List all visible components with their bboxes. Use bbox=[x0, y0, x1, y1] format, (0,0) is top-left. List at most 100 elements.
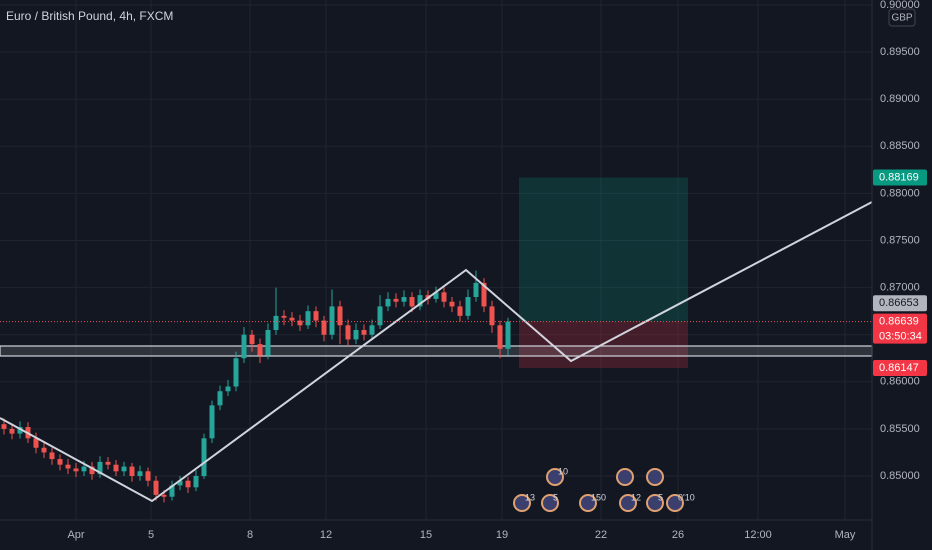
price-axis: 0.850000.855000.860000.865000.870000.875… bbox=[880, 0, 920, 482]
candle-body bbox=[441, 292, 447, 302]
position-zones bbox=[519, 177, 688, 368]
x-tick-label: 5 bbox=[148, 529, 154, 541]
candle-body bbox=[1, 424, 7, 429]
candle-body bbox=[209, 405, 215, 439]
candle-body bbox=[313, 311, 319, 321]
price-label: 0.86147 bbox=[879, 362, 919, 374]
candle-body bbox=[73, 468, 79, 472]
x-tick-label: 8 bbox=[247, 529, 253, 541]
price-label: 0.86639 bbox=[879, 316, 919, 328]
candle-body bbox=[385, 298, 391, 307]
candle-body bbox=[193, 476, 199, 488]
event-count: 12 bbox=[631, 492, 641, 502]
candle-body bbox=[473, 282, 479, 298]
event-icon[interactable] bbox=[546, 468, 564, 486]
x-tick-label: 12 bbox=[320, 529, 332, 541]
candle-body bbox=[449, 301, 455, 307]
candle-body bbox=[153, 480, 159, 495]
candle-body bbox=[377, 306, 383, 326]
candle-body bbox=[113, 464, 119, 472]
event-icon[interactable] bbox=[646, 494, 664, 512]
y-tick-label: 0.88500 bbox=[880, 140, 920, 152]
event-icon[interactable] bbox=[616, 468, 634, 486]
profit-zone bbox=[519, 177, 688, 322]
x-tick-label: May bbox=[835, 529, 856, 541]
candle-body bbox=[489, 306, 495, 326]
candle-body bbox=[137, 471, 143, 477]
price-label-box bbox=[873, 169, 927, 186]
x-tick-label: 12:00 bbox=[744, 529, 772, 541]
candle-body bbox=[49, 452, 55, 460]
candle-body bbox=[265, 329, 271, 356]
candle-body bbox=[505, 321, 511, 349]
candle-body bbox=[9, 428, 15, 434]
y-tick-label: 0.85000 bbox=[880, 470, 920, 482]
candle-body bbox=[241, 334, 247, 359]
event-count: 0'10 bbox=[678, 492, 695, 502]
x-tick-label: 22 bbox=[595, 529, 607, 541]
candle-body bbox=[297, 320, 303, 326]
candle-body bbox=[465, 297, 471, 316]
event-icon[interactable] bbox=[646, 468, 664, 486]
candle-body bbox=[105, 461, 111, 465]
zigzag-drawing bbox=[0, 201, 873, 503]
y-tick-label: 0.87500 bbox=[880, 234, 920, 246]
event-icon[interactable] bbox=[541, 494, 559, 512]
candle-body bbox=[17, 427, 23, 434]
y-tick-label: 0.88000 bbox=[880, 187, 920, 199]
events: 10 13 5 150 12 5 0'10 bbox=[513, 466, 695, 512]
event-icon[interactable] bbox=[513, 494, 531, 512]
candle-body bbox=[481, 282, 487, 307]
candle-body bbox=[417, 295, 423, 307]
candle-body bbox=[233, 358, 239, 387]
candle-body bbox=[225, 386, 231, 392]
candle-body bbox=[81, 466, 87, 472]
candle-body bbox=[65, 464, 71, 469]
price-label-box bbox=[873, 295, 927, 312]
countdown: 03:50:34 bbox=[879, 331, 922, 343]
candle-body bbox=[409, 297, 415, 307]
grid bbox=[0, 0, 872, 520]
candle-body bbox=[401, 297, 407, 302]
candle-body bbox=[369, 325, 375, 335]
candle-body bbox=[393, 298, 399, 302]
candle-body bbox=[57, 459, 63, 465]
candles bbox=[1, 270, 511, 503]
currency: GBP bbox=[891, 13, 912, 24]
candle-body bbox=[289, 317, 295, 321]
candle-body bbox=[273, 315, 279, 330]
x-tick-label: 15 bbox=[420, 529, 432, 541]
candle-body bbox=[201, 438, 207, 477]
event-icon[interactable] bbox=[619, 494, 637, 512]
candle-body bbox=[329, 306, 335, 335]
candle-body bbox=[281, 315, 287, 318]
candle-body bbox=[145, 471, 151, 481]
candle-body bbox=[345, 325, 351, 340]
candle-body bbox=[353, 329, 359, 340]
price-label-box bbox=[873, 313, 927, 344]
y-tick-label: 0.90000 bbox=[880, 0, 920, 11]
price-label: 0.88169 bbox=[879, 171, 919, 183]
time-axis: Apr 5 8 12 15 19 22 26 12:00 May bbox=[67, 529, 855, 541]
event-count: 5 bbox=[658, 492, 663, 502]
candle-body bbox=[89, 466, 95, 475]
candle-body bbox=[33, 438, 39, 448]
event-count: 10 bbox=[558, 466, 568, 476]
candle-body bbox=[177, 480, 183, 486]
candle-body bbox=[249, 334, 255, 345]
candle-body bbox=[321, 320, 327, 335]
candle-body bbox=[217, 391, 223, 406]
candle-body bbox=[97, 461, 103, 475]
x-tick-label: Apr bbox=[67, 529, 84, 541]
event-icon[interactable] bbox=[666, 494, 684, 512]
y-tick-label: 0.89500 bbox=[880, 46, 920, 58]
candle-body bbox=[169, 485, 175, 497]
currency-box bbox=[888, 8, 916, 27]
price-label-box bbox=[873, 359, 927, 376]
x-tick-label: 26 bbox=[672, 529, 684, 541]
event-icon[interactable] bbox=[579, 494, 597, 512]
candle-body bbox=[129, 466, 135, 477]
candle-body bbox=[41, 447, 47, 453]
